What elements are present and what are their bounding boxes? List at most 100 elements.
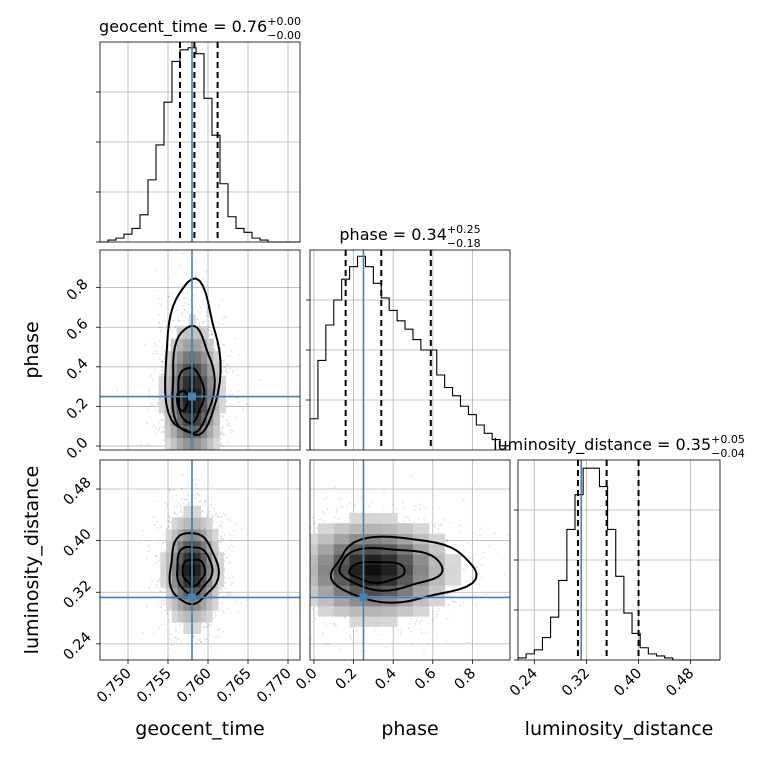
density-cell [195,338,202,352]
sample-point [174,513,177,515]
sample-point [435,521,438,524]
sample-point [173,489,175,492]
sample-point [462,568,465,571]
sample-point [205,270,207,273]
sample-point [187,494,190,497]
sample-point [181,498,184,500]
density-cell [206,598,213,611]
sample-point [200,490,203,493]
x-tick-label: 0.750 [94,666,135,707]
sample-point [221,538,223,540]
sample-point [156,431,159,433]
sample-point [160,326,163,329]
density-cell [194,552,202,565]
sample-point [229,545,232,547]
sample-point [229,538,232,541]
sample-point [227,372,229,374]
density-panel-geocent-time-vs-luminosity-distance [99,459,301,671]
density-cell [166,529,173,542]
sample-point [481,556,484,559]
sample-point [220,535,223,538]
sample-point [204,639,206,642]
sample-point [513,603,515,605]
sample-point [480,563,483,566]
sample-point [174,273,177,275]
density-cell [164,350,172,364]
sample-point [164,587,167,589]
sample-point [183,308,186,311]
sample-point [208,624,211,627]
density-cell [201,326,208,340]
sample-point [294,544,296,546]
sample-point [225,371,228,374]
density-cell [207,363,214,377]
sample-point [219,431,222,433]
sample-point [174,506,177,508]
density-cell [444,574,461,586]
sample-point [156,586,159,588]
density-cell [213,412,220,426]
sample-point [196,493,199,496]
sample-point [161,605,164,607]
sample-point [210,514,212,517]
sample-point [181,515,183,517]
sample-point [158,557,161,560]
density-cell [219,375,226,389]
y-tick-label: 0.2 [64,395,92,423]
sample-point [356,663,358,665]
density-cell [217,552,225,565]
density-cell [194,563,202,576]
density-cell [349,554,366,566]
sample-point [175,637,178,640]
sample-point [305,565,307,567]
panel-frame [309,459,511,661]
sample-point [177,669,179,671]
sample-point [447,604,449,606]
density-cell [317,595,335,607]
sample-point [187,503,190,506]
sample-point [465,580,467,583]
panel-frame [309,249,511,451]
sample-point [176,317,179,320]
sample-point [199,637,202,640]
sample-point [161,624,164,626]
sample-point [221,526,223,529]
sample-point [221,416,224,418]
sample-point [293,569,295,571]
sample-point [160,354,163,356]
sample-point [159,606,162,609]
density-cell [170,400,178,414]
density-cell [444,564,461,576]
sample-point [162,419,165,421]
sample-point [297,563,299,565]
sample-point [230,390,233,393]
sample-point [446,589,449,591]
sample-point [414,509,416,511]
sample-point [171,329,174,331]
sample-point [218,629,221,631]
density-cell [365,574,382,586]
sample-point [220,537,222,540]
sample-point [221,431,224,434]
sample-point [325,642,328,645]
density-cell [177,517,184,530]
density-cell [206,517,213,530]
density-cell [219,400,226,414]
density-cell [428,533,446,545]
density-cell [201,350,208,364]
sample-point [451,543,454,546]
sample-point [220,524,222,526]
sample-point [238,354,241,356]
sample-point [229,594,232,596]
contour-line [338,547,444,592]
density-cell [310,595,319,607]
density-cell [171,529,179,542]
sample-point [323,512,326,515]
sample-point [348,517,350,519]
density-cell [212,563,219,576]
sample-point [204,637,207,640]
sample-point [302,627,304,629]
density-cell [349,605,366,617]
density-cell [182,412,190,426]
sample-point [185,291,188,294]
